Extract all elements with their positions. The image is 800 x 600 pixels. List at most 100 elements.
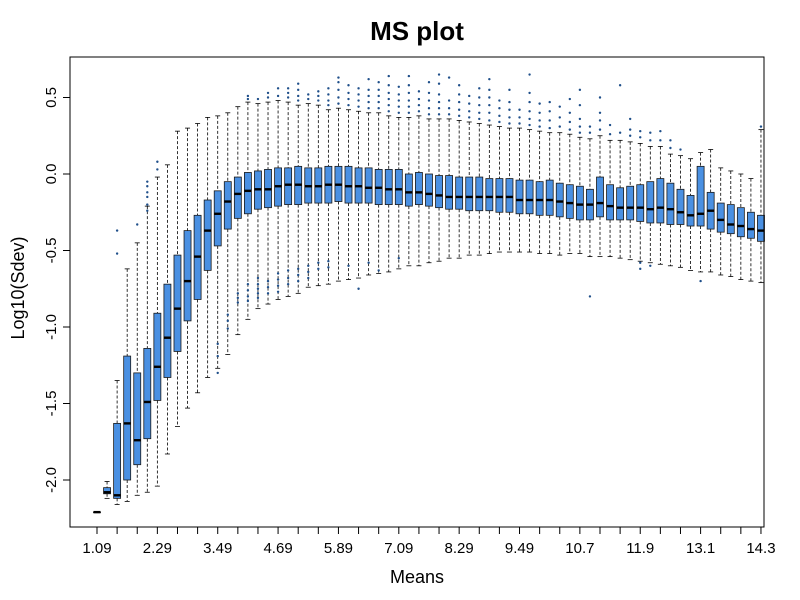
box [133,372,142,466]
outlier-point [286,91,290,95]
box [364,167,373,204]
outlier-point [327,99,330,102]
outlier-point [266,286,270,289]
box-group [666,139,675,267]
outlier-point [548,100,551,104]
outlier-point [639,136,642,139]
y-tick-label: 0.0 [43,164,60,185]
outlier-point [387,74,390,78]
outlier-point [216,342,219,346]
outlier-point [146,185,149,188]
box [757,214,765,242]
box-group [133,223,142,496]
outlier-point [256,292,260,295]
box-group [706,149,715,273]
outlier-point [558,105,561,108]
outlier-point [276,284,280,287]
box-group [555,105,564,256]
outlier-point [468,102,471,105]
outlier-point [226,313,229,316]
outlier-point [337,88,340,92]
outlier-point [669,139,672,142]
box [555,182,564,218]
box [475,176,484,212]
outlier-point [297,279,300,283]
outlier-point [498,114,501,118]
outlier-point [578,131,582,134]
box-group [465,94,474,256]
box-group [163,164,172,455]
outlier-point [669,146,672,150]
outlier-point [256,282,260,286]
outlier-point [488,103,491,107]
box [455,176,464,210]
box-group [274,87,282,300]
box-group [515,108,524,253]
y-tick-label: -2.0 [43,467,60,493]
box-group [747,178,755,282]
outlier-point [327,260,330,263]
outlier-point [468,110,471,113]
box [344,165,353,204]
box-group [565,97,574,254]
outlier-point [307,264,310,267]
box [123,355,132,481]
outlier-point [236,296,240,300]
outlier-point [528,73,531,76]
outlier-point [256,97,260,101]
x-tick-label: 3.49 [203,540,232,557]
box-group [344,84,353,280]
box-group [656,129,665,265]
box-group [103,481,111,499]
outlier-point [488,96,491,99]
outlier-point [518,122,521,125]
box-group [686,158,695,271]
box [404,173,413,207]
box [666,182,675,225]
outlier-point [256,287,260,290]
box [233,176,242,219]
outlier-point [317,94,320,98]
outlier-point [226,319,229,323]
outlier-point [407,91,411,95]
outlier-point [226,327,229,330]
box-group [334,76,343,282]
outlier-point [297,82,300,85]
box-group [223,112,232,355]
box-group [626,117,635,261]
outlier-point [508,100,511,104]
outlier-point [246,289,250,292]
outlier-point [538,119,541,122]
outlier-point [488,77,491,81]
outlier-point [327,87,330,90]
outlier-point [367,100,370,104]
box [163,283,172,378]
outlier-point [377,88,380,92]
plot-frame [69,56,765,528]
outlier-point [266,292,270,295]
box [435,175,443,209]
outlier-point [639,261,642,264]
box-group [505,88,514,253]
outlier-point [478,87,481,90]
box-group [545,100,554,254]
outlier-point [347,264,350,267]
outlier-point [246,97,250,101]
outlier-point [468,116,471,119]
outlier-point [286,282,290,286]
outlier-point [588,125,592,128]
box [636,184,645,222]
outlier-point [136,223,139,226]
box [525,179,534,215]
outlier-point [146,203,149,206]
outlier-point [427,81,431,84]
box [696,165,705,227]
box [384,169,393,206]
outlier-point [558,116,561,119]
box-group [324,87,333,285]
x-tick-label: 7.09 [384,540,413,557]
box [113,422,122,499]
outlier-point [367,94,370,98]
outlier-point [367,88,370,92]
box [575,185,584,221]
